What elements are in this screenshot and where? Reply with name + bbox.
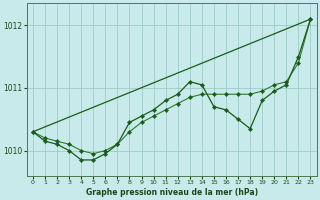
- X-axis label: Graphe pression niveau de la mer (hPa): Graphe pression niveau de la mer (hPa): [86, 188, 258, 197]
